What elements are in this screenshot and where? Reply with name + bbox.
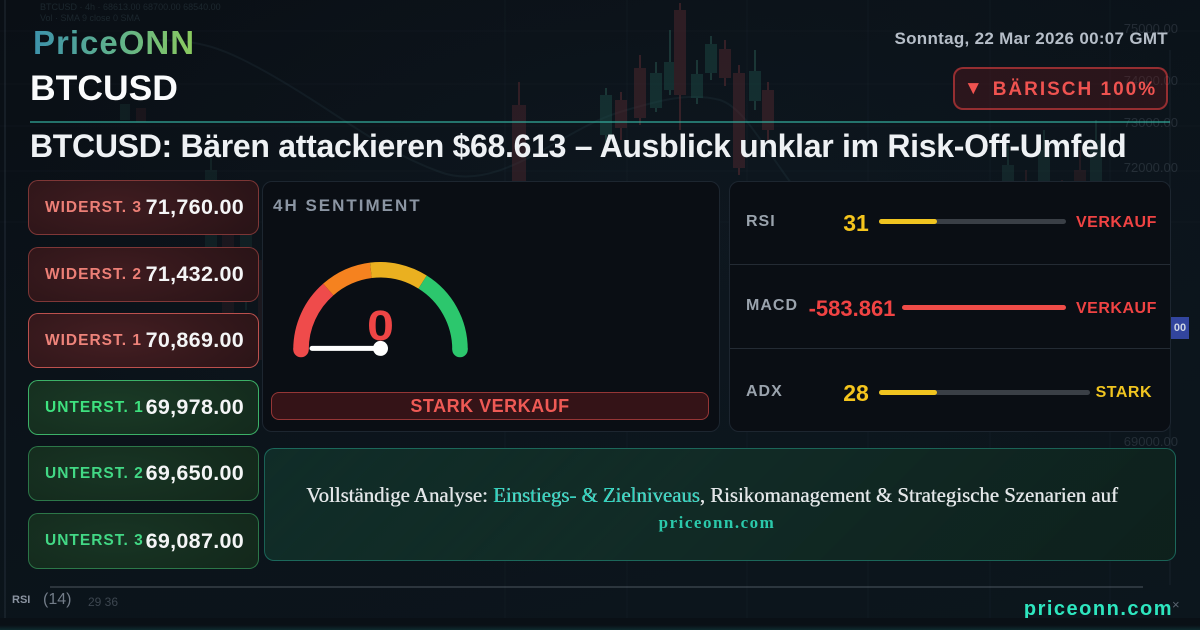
svg-text:Vol · SMA 9 close 0 SMA: Vol · SMA 9 close 0 SMA xyxy=(40,13,140,23)
svg-text:72000.00: 72000.00 xyxy=(1124,160,1178,175)
svg-text:69000.00: 69000.00 xyxy=(1124,434,1178,449)
svg-text:73000.00: 73000.00 xyxy=(1124,115,1178,130)
svg-text:75000.00: 75000.00 xyxy=(1124,21,1178,36)
svg-text:BTCUSD · 4h · 68613.00 68700.: BTCUSD · 4h · 68613.00 68700.00 68540.00 xyxy=(40,2,221,12)
